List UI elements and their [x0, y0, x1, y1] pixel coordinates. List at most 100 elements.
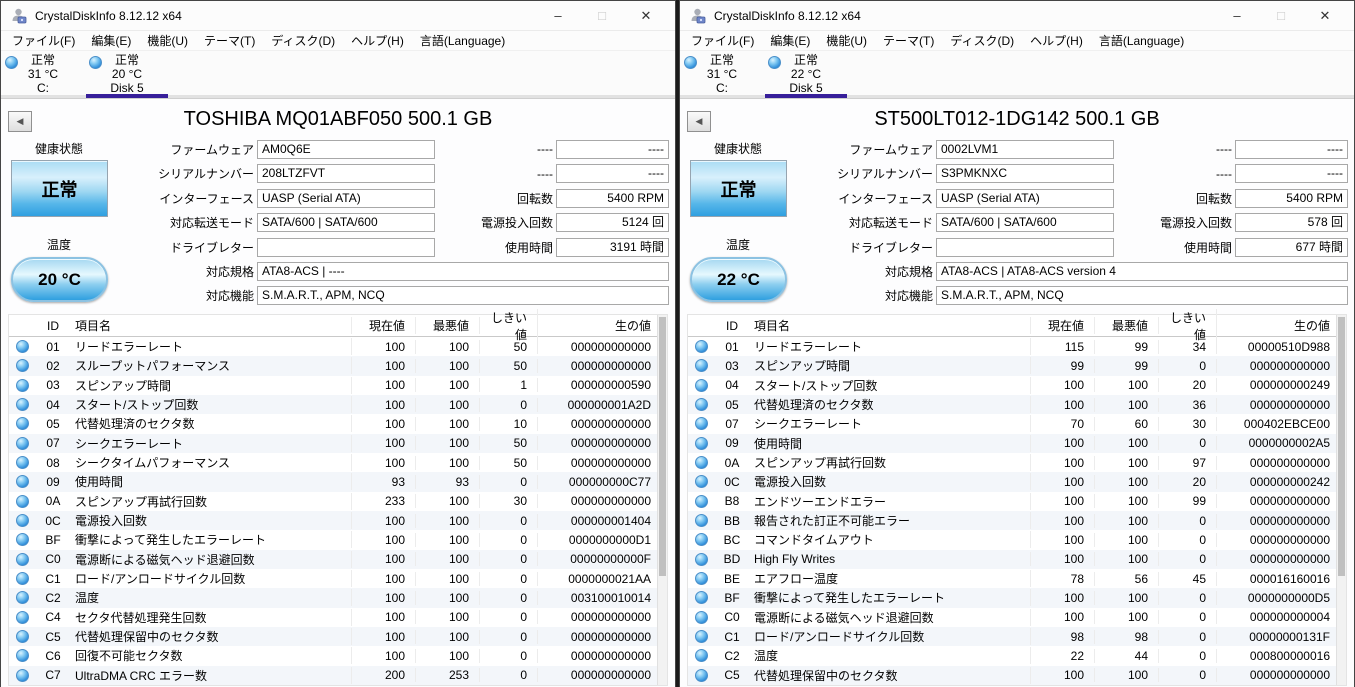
field-value-box: 0002LVM1: [936, 139, 1114, 159]
smart-table-row[interactable]: 01 リードエラーレート 115 99 34 00000510D988: [688, 337, 1346, 356]
disk-tab-disk5[interactable]: 正常 22 °C Disk 5: [764, 51, 848, 98]
cell-current: 100: [352, 571, 416, 586]
menu-item[interactable]: 言語(Language): [419, 34, 506, 48]
close-button[interactable]: ✕: [1319, 7, 1331, 23]
smart-table-row[interactable]: C2 温度 22 44 0 000800000016: [688, 646, 1346, 665]
smart-table-row[interactable]: 0A スピンアップ再試行回数 233 100 30 000000000000: [9, 492, 667, 511]
health-status-label: 健康状態: [713, 142, 762, 156]
smart-table-row[interactable]: 03 スピンアップ時間 99 99 0 000000000000: [688, 356, 1346, 376]
info-row: ドライブレター 使用時間 677 時間: [796, 235, 1348, 260]
field-value-box: ATA8-ACS | ATA8-ACS version 4: [936, 261, 1348, 281]
smart-table-row[interactable]: 05 代替処理済のセクタ数 100 100 36 000000000000: [688, 394, 1346, 415]
close-button[interactable]: ✕: [640, 7, 652, 23]
health-status-button[interactable]: 正常: [690, 160, 787, 217]
smart-table-row[interactable]: 09 使用時間 93 93 0 000000000C77: [9, 472, 667, 492]
table-scrollbar[interactable]: [657, 315, 667, 685]
smart-table-row[interactable]: 0C 電源投入回数 100 100 20 000000000242: [688, 472, 1346, 492]
field-value-box: 5400 RPM: [1235, 188, 1348, 208]
menu-item[interactable]: テーマ(T): [204, 34, 256, 48]
smart-table-row[interactable]: 03 スピンアップ時間 100 100 1 000000000590: [9, 376, 667, 395]
temperature-label: 温度: [46, 238, 71, 252]
cell-threshold: 50: [480, 436, 538, 451]
smart-table-row[interactable]: BE エアフロー温度 78 56 45 000016160016: [688, 569, 1346, 588]
menu-item[interactable]: ファイル(F): [12, 34, 76, 48]
maximize-button[interactable]: □: [1277, 8, 1285, 23]
cell-current: 100: [1031, 513, 1095, 528]
smart-table-row[interactable]: C2 温度 100 100 0 003100010014: [9, 588, 667, 608]
disk-tab-c[interactable]: 正常 31 °C C:: [1, 51, 85, 95]
smart-table-row[interactable]: 01 リードエラーレート 100 100 50 000000000000: [9, 337, 667, 356]
row-status-orb-icon: [9, 378, 35, 392]
smart-table-row[interactable]: C5 代替処理保留中のセクタ数 100 100 0 000000000000: [9, 626, 667, 647]
info-row: 対応規格 ATA8-ACS | ATA8-ACS version 4: [796, 259, 1348, 284]
minimize-button[interactable]: –: [1233, 8, 1241, 23]
smart-table-row[interactable]: BD High Fly Writes 100 100 0 00000000000…: [688, 549, 1346, 569]
maximize-button[interactable]: □: [598, 8, 606, 23]
smart-table-row[interactable]: BF 衝撃によって発生したエラーレート 100 100 0 0000000000…: [9, 530, 667, 549]
cell-worst: 100: [1095, 552, 1159, 567]
scrollbar-thumb[interactable]: [659, 317, 666, 576]
smart-table-row[interactable]: 08 シークタイムパフォーマンス 100 100 50 000000000000: [9, 453, 667, 472]
smart-table-row[interactable]: BF 衝撃によって発生したエラーレート 100 100 0 0000000000…: [688, 588, 1346, 608]
temperature-badge[interactable]: 20 °C: [11, 257, 108, 302]
menu-item[interactable]: ヘルプ(H): [351, 34, 404, 48]
cell-raw: 000000000000: [1249, 668, 1330, 683]
smart-table-row[interactable]: C5 代替処理保留中のセクタ数 100 100 0 000000000000: [688, 665, 1346, 685]
minimize-button[interactable]: –: [554, 8, 562, 23]
menu-item[interactable]: 編集(E): [91, 34, 132, 48]
menu-item[interactable]: 機能(U): [826, 34, 867, 48]
cell-name: ロード/アンロードサイクル回数: [750, 628, 1031, 646]
cell-raw: 00000510D988: [1247, 339, 1330, 354]
smart-table-row[interactable]: 0C 電源投入回数 100 100 0 000000001404: [9, 510, 667, 531]
cell-worst: 99: [1095, 358, 1159, 373]
menu-item[interactable]: 機能(U): [147, 34, 188, 48]
smart-table-row[interactable]: C4 セクタ代替処理発生回数 100 100 0 000000000000: [9, 608, 667, 627]
cell-current: 100: [352, 610, 416, 625]
menu-item[interactable]: ファイル(F): [691, 34, 755, 48]
smart-table-row[interactable]: 07 シークエラーレート 70 60 30 000402EBCE00: [688, 414, 1346, 433]
smart-table-row[interactable]: C0 電源断による磁気ヘッド退避回数 100 100 0 00000000000…: [9, 549, 667, 569]
menu-item[interactable]: ヘルプ(H): [1030, 34, 1083, 48]
cell-current: 100: [352, 629, 416, 644]
disk-tab-c[interactable]: 正常 31 °C C:: [680, 51, 764, 95]
smart-table-row[interactable]: C6 回復不可能セクタ数 100 100 0 000000000000: [9, 646, 667, 665]
menu-item[interactable]: 言語(Language): [1098, 34, 1185, 48]
smart-table-row[interactable]: 09 使用時間 100 100 0 0000000002A5: [688, 433, 1346, 453]
smart-table-row[interactable]: BC コマンドタイムアウト 100 100 0 000000000000: [688, 530, 1346, 549]
smart-table-row[interactable]: C7 UltraDMA CRC エラー数 200 253 0 000000000…: [9, 665, 667, 685]
smart-table-row[interactable]: BB 報告された訂正不可能エラー 100 100 0 000000000000: [688, 510, 1346, 531]
smart-table-row[interactable]: 0A スピンアップ再試行回数 100 100 97 000000000000: [688, 453, 1346, 472]
scrollbar-thumb[interactable]: [1338, 317, 1345, 576]
cell-raw: 000000000004: [1249, 610, 1330, 625]
smart-table-row[interactable]: 02 スループットパフォーマンス 100 100 50 000000000000: [9, 356, 667, 376]
cell-id: C2: [45, 590, 61, 605]
row-status-orb-icon: [688, 340, 714, 354]
smart-table-row[interactable]: C0 電源断による磁気ヘッド退避回数 100 100 0 00000000000…: [688, 608, 1346, 627]
smart-table-row[interactable]: 07 シークエラーレート 100 100 50 000000000000: [9, 433, 667, 453]
smart-table-row[interactable]: C1 ロード/アンロードサイクル回数 100 100 0 0000000021A…: [9, 569, 667, 588]
menu-item[interactable]: ディスク(D): [271, 34, 336, 48]
row-status-orb-icon: [9, 514, 35, 528]
row-status-orb-icon: [9, 572, 35, 586]
menu-item[interactable]: 編集(E): [770, 34, 811, 48]
cell-worst: 100: [416, 629, 480, 644]
health-status-button[interactable]: 正常: [11, 160, 108, 217]
drive-info-fields: ファームウェア AM0Q6E ---- ---- シリアルナンバー 208LTZ…: [117, 137, 669, 260]
smart-table-row[interactable]: B8 エンドツーエンドエラー 100 100 99 000000000000: [688, 492, 1346, 511]
cell-raw: 000000000000: [570, 494, 651, 509]
back-button[interactable]: ◀: [8, 111, 32, 132]
smart-table-row[interactable]: 05 代替処理済のセクタ数 100 100 10 000000000000: [9, 414, 667, 433]
crystaldiskinfo-window-left: CrystalDiskInfo 8.12.12 x64 – □ ✕ ファイル(F…: [0, 0, 676, 687]
smart-table-row[interactable]: 04 スタート/ストップ回数 100 100 20 000000000249: [688, 376, 1346, 395]
back-button[interactable]: ◀: [687, 111, 711, 132]
table-scrollbar[interactable]: [1336, 315, 1346, 685]
temperature-badge[interactable]: 22 °C: [690, 257, 787, 302]
tab-status: 正常: [793, 53, 818, 67]
disk-tab-disk5[interactable]: 正常 20 °C Disk 5: [85, 51, 169, 98]
menu-item[interactable]: ディスク(D): [950, 34, 1015, 48]
smart-table-row[interactable]: 04 スタート/ストップ回数 100 100 0 000000001A2D: [9, 394, 667, 415]
cell-id: 01: [46, 339, 60, 354]
menu-item[interactable]: テーマ(T): [883, 34, 935, 48]
drive-info-wide-fields: 対応規格 ATA8-ACS | ATA8-ACS version 4 対応機能 …: [796, 259, 1348, 308]
smart-table-row[interactable]: C1 ロード/アンロードサイクル回数 98 98 0 00000000131F: [688, 626, 1346, 647]
